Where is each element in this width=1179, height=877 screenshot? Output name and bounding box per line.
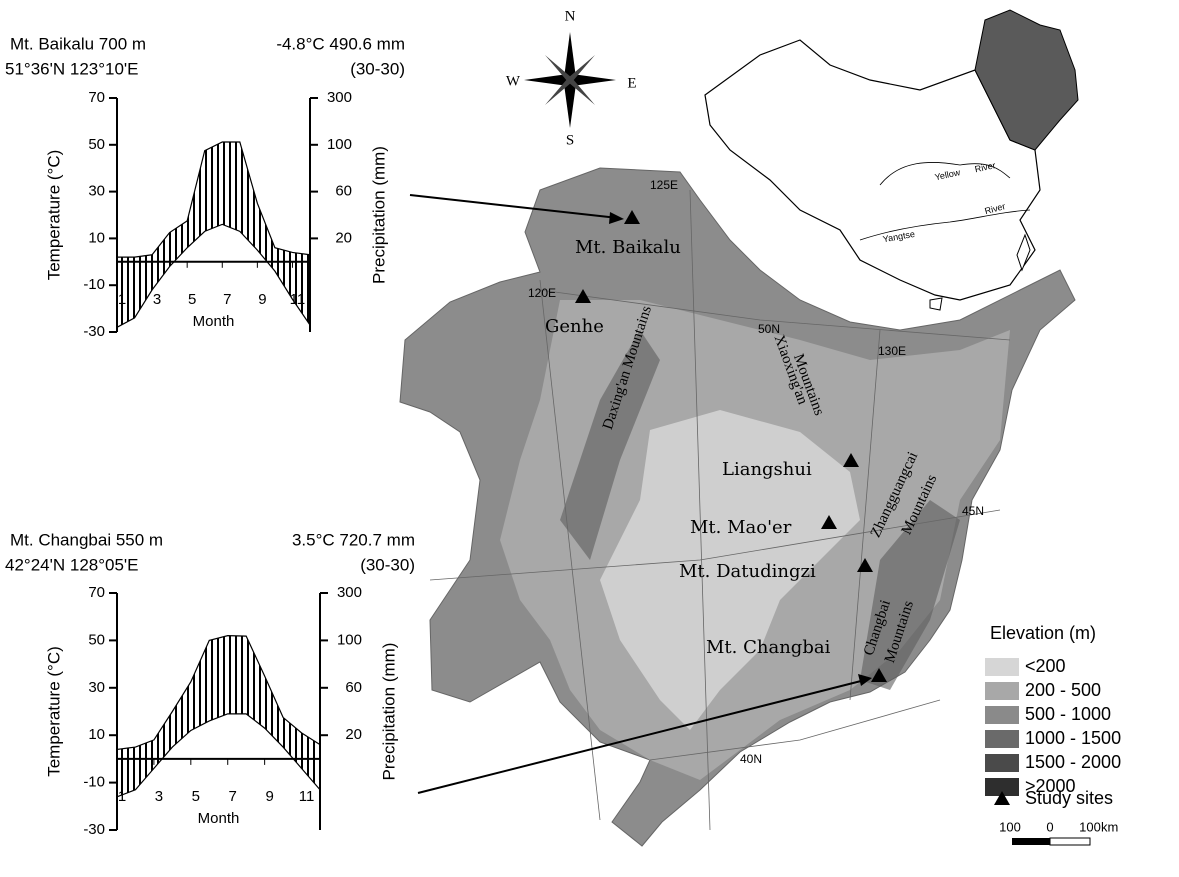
y2-axis-label: Precipitation (mm) xyxy=(369,146,388,284)
legend: Elevation (m) <200 200 - 500 500 - 1000 … xyxy=(985,623,1121,808)
y-tick-label: 70 xyxy=(88,584,105,601)
legend-label: 1000 - 1500 xyxy=(1025,728,1121,748)
y2-tick-label: 20 xyxy=(335,229,352,246)
y-tick-label: 30 xyxy=(88,183,105,200)
legend-label: 200 - 500 xyxy=(1025,680,1101,700)
legend-swatch xyxy=(985,706,1019,724)
compass-label: E xyxy=(627,75,636,91)
chart-title: Mt. Changbai 550 m xyxy=(10,530,163,549)
y-axis-label: Temperature (°C) xyxy=(44,150,63,281)
y-axis-label: Temperature (°C) xyxy=(44,646,63,777)
scale-label: km xyxy=(1101,819,1118,834)
y2-tick-label: 60 xyxy=(335,183,352,200)
legend-swatch xyxy=(985,730,1019,748)
y-tick-label: -10 xyxy=(83,276,105,293)
x-tick-label: 11 xyxy=(299,788,315,805)
chart-title: Mt. Baikalu 700 m xyxy=(10,34,146,53)
y-tick-label: 70 xyxy=(88,89,105,106)
x-tick-label: 3 xyxy=(155,788,163,805)
y-tick-label: 10 xyxy=(88,726,105,743)
chart-subtitle: 42°24'N 128°05'E xyxy=(5,555,139,574)
legend-swatch xyxy=(985,754,1019,772)
x-tick-label: 5 xyxy=(192,788,200,805)
x-axis-label: Month xyxy=(198,810,240,827)
graticule-label: 125E xyxy=(650,178,678,192)
figure: Mt. Baikalu Genhe Liangshui Mt. Mao'er M… xyxy=(0,0,1179,877)
site-label: Mt. Mao'er xyxy=(690,517,792,538)
legend-label: 1500 - 2000 xyxy=(1025,752,1121,772)
y-tick-label: 50 xyxy=(88,631,105,648)
legend-swatch xyxy=(985,682,1019,700)
graticule-label: 40N xyxy=(740,752,762,766)
compass-label: N xyxy=(565,8,576,24)
x-tick-label: 1 xyxy=(118,291,126,308)
y2-axis-label: Precipitation (mm) xyxy=(379,643,398,781)
x-tick-label: 9 xyxy=(265,788,273,805)
compass: N S W E xyxy=(506,8,637,148)
legend-swatch xyxy=(985,658,1019,676)
y-tick-label: 10 xyxy=(88,229,105,246)
chart-subtitle: 51°36'N 123°10'E xyxy=(5,59,139,78)
annotation: (30-30) xyxy=(350,59,405,78)
y-tick-label: -30 xyxy=(83,323,105,340)
y-tick-label: 50 xyxy=(88,136,105,153)
graticule-label: 45N xyxy=(962,504,984,518)
x-axis-label: Month xyxy=(193,313,235,330)
x-tick-label: 7 xyxy=(229,788,237,805)
y-tick-label: -10 xyxy=(83,774,105,791)
site-label: Mt. Datudingzi xyxy=(679,561,816,582)
y2-tick-label: 60 xyxy=(345,679,362,696)
site-label: Liangshui xyxy=(722,459,812,480)
annotation: -4.8°C 490.6 mm xyxy=(276,34,405,53)
x-tick-label: 5 xyxy=(188,291,196,308)
inset-island xyxy=(930,298,942,310)
y2-tick-label: 100 xyxy=(327,136,352,153)
legend-title: Elevation (m) xyxy=(990,623,1096,643)
y2-tick-label: 300 xyxy=(327,89,352,106)
y2-tick-label: 100 xyxy=(337,631,362,648)
legend-label: <200 xyxy=(1025,656,1066,676)
scale-bar: 100 0 100 km xyxy=(999,819,1118,845)
site-label: Genhe xyxy=(545,316,604,337)
x-tick-label: 7 xyxy=(223,291,231,308)
compass-label: W xyxy=(506,73,521,89)
y-tick-label: 30 xyxy=(88,679,105,696)
scale-label: 100 xyxy=(999,819,1021,834)
annotation: 3.5°C 720.7 mm xyxy=(292,530,415,549)
annotation: (30-30) xyxy=(360,555,415,574)
x-tick-label: 9 xyxy=(258,291,266,308)
legend-label: 500 - 1000 xyxy=(1025,704,1111,724)
compass-label: S xyxy=(566,132,574,148)
site-label: Mt. Changbai xyxy=(706,637,831,658)
graticule-label: 130E xyxy=(878,344,906,358)
legend-label: Study sites xyxy=(1025,788,1113,808)
scale-label: 100 xyxy=(1079,819,1101,834)
y-tick-label: -30 xyxy=(83,821,105,838)
y2-tick-label: 300 xyxy=(337,584,362,601)
inset-map: Yellow River Yangtse River xyxy=(705,10,1078,310)
x-tick-label: 3 xyxy=(153,291,161,308)
scale-label: 0 xyxy=(1046,819,1053,834)
graticule-label: 120E xyxy=(528,286,556,300)
humid-area xyxy=(117,636,320,797)
y2-tick-label: 20 xyxy=(345,726,362,743)
graticule-label: 50N xyxy=(758,322,780,336)
site-label: Mt. Baikalu xyxy=(575,237,681,258)
